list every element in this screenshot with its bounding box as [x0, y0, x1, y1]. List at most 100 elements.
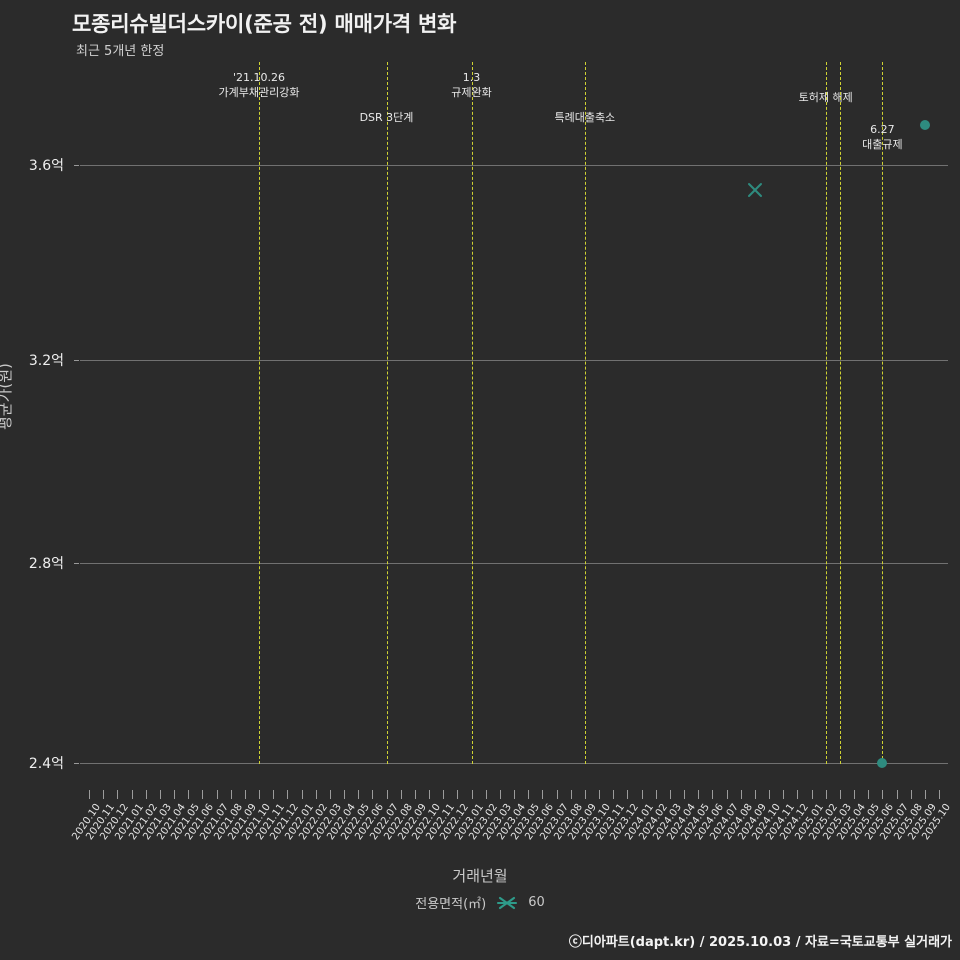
x-tick-mark	[839, 790, 841, 799]
x-tick-mark	[259, 790, 260, 799]
y-gridline	[80, 763, 948, 764]
x-tick-mark	[117, 790, 119, 799]
x-tick-mark	[783, 790, 785, 799]
x-tick-mark	[131, 790, 133, 799]
x-tick-mark	[230, 790, 232, 799]
plot-area: 3.6억 3.2억 2.8억 2.4억 '21.10.26 가계부채관리강화 DSR 3단계…	[29, 62, 948, 772]
x-tick-mark	[684, 790, 685, 799]
event-date: 6.27	[870, 123, 895, 136]
x-tick-mark	[641, 790, 643, 799]
x-tick-mark	[528, 790, 530, 799]
legend-title: 전용면적(㎡)	[415, 897, 487, 912]
y-tick-mark	[74, 165, 79, 166]
event-annotation: 1.3 규제완화	[451, 70, 491, 100]
x-tick-mark	[499, 790, 501, 799]
x-tick-mark	[797, 790, 799, 799]
event-text: DSR 3단계	[359, 111, 414, 124]
x-tick-mark	[896, 790, 898, 799]
x-axis-title: 거래년월	[452, 867, 508, 885]
legend-value: 60	[528, 895, 545, 910]
x-tick-mark	[769, 790, 770, 799]
event-annotation: DSR 3단계	[360, 110, 414, 125]
event-annotation: 토허제 해제	[799, 90, 853, 105]
event-text: 토허제 해제	[798, 91, 853, 104]
y-axis-title: 평균가(원)	[0, 363, 14, 430]
x-tick-mark	[910, 790, 912, 799]
event-date: 1.3	[462, 71, 481, 84]
x-tick-mark	[244, 790, 246, 799]
x-tick-mark	[443, 790, 445, 799]
x-tick-mark	[372, 790, 374, 799]
x-tick-mark	[613, 790, 615, 799]
x-tick-mark	[344, 790, 345, 799]
event-text: 가계부채관리강화	[218, 86, 300, 99]
x-tick-mark	[854, 790, 855, 799]
event-line	[882, 62, 884, 764]
event-annotation: '21.10.26 가계부채관리강화	[219, 70, 300, 100]
x-tick-mark	[669, 790, 671, 799]
x-tick-mark	[514, 790, 515, 799]
x-tick-mark	[188, 790, 190, 799]
x-tick-mark	[712, 790, 714, 799]
y-tick-label: 3.2억	[28, 353, 64, 369]
x-tick-mark	[698, 790, 700, 799]
event-text: 대출규제	[862, 138, 903, 151]
data-point-x-marker[interactable]	[746, 181, 764, 199]
x-tick-mark	[471, 790, 473, 799]
event-date: '21.10.26	[232, 71, 285, 84]
x-star-marker-icon	[496, 894, 518, 912]
x-tick-mark	[882, 790, 884, 799]
event-line	[259, 62, 260, 764]
footer-credit: ⓒ디아파트(dapt.kr) / 2025.10.03 / 자료=국토교통부 실…	[568, 935, 952, 950]
x-tick-mark	[273, 790, 275, 799]
y-tick-label: 3.6억	[28, 158, 64, 174]
x-tick-mark	[599, 790, 600, 799]
event-line	[386, 62, 388, 764]
x-tick-mark	[556, 790, 558, 799]
data-point-dot-marker[interactable]	[876, 757, 888, 769]
x-tick-mark	[358, 790, 360, 799]
x-tick-mark	[89, 790, 90, 799]
x-tick-mark	[429, 790, 430, 799]
data-point-dot-marker[interactable]	[919, 119, 931, 131]
x-tick-mark	[584, 790, 586, 799]
x-tick-mark	[485, 790, 487, 799]
x-tick-mark	[457, 790, 459, 799]
page-subtitle: 최근 5개년 한정	[76, 44, 165, 59]
event-line	[825, 62, 827, 764]
x-tick-mark	[414, 790, 416, 799]
x-tick-mark	[145, 790, 147, 799]
y-tick-mark	[74, 563, 79, 564]
event-text: 규제완화	[451, 86, 492, 99]
x-tick-mark	[329, 790, 331, 799]
event-annotation: 특례대출축소	[554, 110, 615, 125]
x-tick-mark	[811, 790, 813, 799]
x-tick-mark	[754, 790, 756, 799]
x-tick-mark	[825, 790, 827, 799]
x-tick-mark	[570, 790, 572, 799]
x-tick-mark	[174, 790, 175, 799]
event-line	[839, 62, 841, 764]
y-gridline	[80, 360, 948, 361]
y-gridline	[80, 165, 948, 166]
x-tick-mark	[939, 790, 940, 799]
y-tick-label: 2.4억	[28, 756, 64, 772]
x-tick-mark	[655, 790, 657, 799]
x-tick-mark	[740, 790, 742, 799]
y-tick-mark	[74, 360, 79, 361]
event-annotation: 6.27 대출규제	[862, 122, 902, 152]
x-tick-mark	[386, 790, 388, 799]
y-tick-mark	[74, 763, 79, 764]
x-tick-mark	[315, 790, 317, 799]
y-tick-label: 2.8억	[28, 556, 64, 572]
legend: 전용면적(㎡) 60	[0, 893, 960, 912]
x-tick-mark	[301, 790, 303, 799]
x-axis: 2020.10 2020.11 2020.12 2021.01 2021.02 2021.…	[70, 764, 953, 842]
event-line	[471, 62, 473, 764]
x-tick-mark	[726, 790, 728, 799]
event-text: 특례대출축소	[554, 111, 616, 124]
x-tick-mark	[868, 790, 870, 799]
x-tick-mark	[287, 790, 289, 799]
x-tick-mark	[216, 790, 218, 799]
